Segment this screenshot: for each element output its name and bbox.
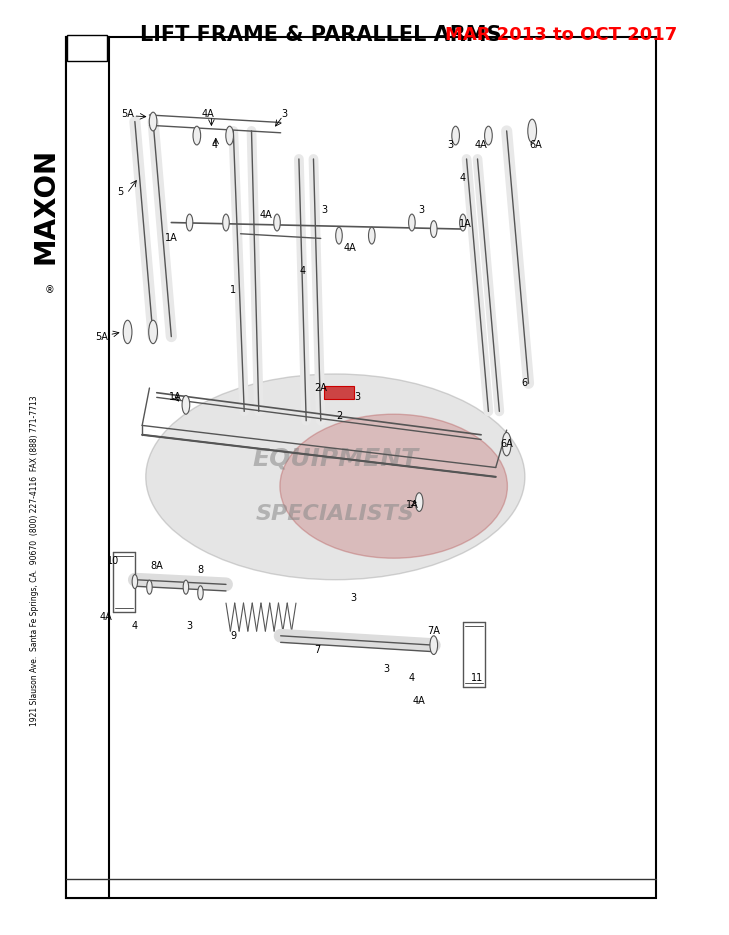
Text: 6A: 6A — [500, 439, 513, 449]
Ellipse shape — [335, 227, 343, 244]
Ellipse shape — [452, 126, 459, 145]
Ellipse shape — [198, 585, 203, 600]
Ellipse shape — [416, 493, 423, 511]
FancyBboxPatch shape — [66, 37, 656, 898]
Text: 7: 7 — [314, 645, 320, 654]
Text: 10: 10 — [107, 556, 119, 566]
Text: 4A: 4A — [475, 140, 488, 150]
Ellipse shape — [183, 580, 189, 595]
Ellipse shape — [149, 112, 157, 131]
Text: 3: 3 — [448, 140, 453, 150]
Text: 5: 5 — [117, 187, 123, 196]
Text: 4: 4 — [300, 266, 305, 276]
Text: 8A: 8A — [150, 561, 163, 570]
Ellipse shape — [187, 214, 192, 231]
Text: 3: 3 — [351, 594, 356, 603]
Text: 2A: 2A — [314, 383, 327, 393]
Text: ®: ® — [44, 285, 55, 295]
FancyBboxPatch shape — [67, 35, 107, 61]
Text: 9: 9 — [230, 631, 236, 640]
FancyBboxPatch shape — [324, 386, 354, 399]
Ellipse shape — [193, 126, 200, 145]
Text: 2: 2 — [336, 411, 342, 421]
Ellipse shape — [123, 320, 132, 343]
Ellipse shape — [146, 374, 525, 580]
Ellipse shape — [502, 432, 511, 455]
Text: MAXON: MAXON — [31, 148, 59, 264]
Ellipse shape — [430, 221, 437, 237]
Text: 3: 3 — [281, 109, 287, 119]
Text: 7A: 7A — [427, 626, 440, 636]
Text: 8: 8 — [198, 566, 203, 575]
Ellipse shape — [528, 119, 537, 143]
Ellipse shape — [273, 214, 280, 231]
Ellipse shape — [459, 214, 467, 231]
Text: 4: 4 — [409, 673, 415, 683]
Text: 4A: 4A — [201, 109, 214, 119]
Text: 4A: 4A — [413, 697, 426, 706]
Text: 3: 3 — [383, 664, 389, 673]
Text: 5A: 5A — [95, 332, 109, 341]
Text: 1A: 1A — [168, 393, 182, 402]
Text: 1: 1 — [230, 285, 236, 295]
Text: 4: 4 — [212, 140, 218, 150]
Text: 3: 3 — [321, 206, 327, 215]
Text: 4A: 4A — [260, 210, 273, 220]
Ellipse shape — [368, 227, 375, 244]
Text: SPECIALISTS: SPECIALISTS — [256, 504, 415, 525]
Ellipse shape — [485, 126, 492, 145]
Ellipse shape — [149, 320, 157, 343]
Ellipse shape — [147, 580, 152, 595]
Text: 1A: 1A — [405, 500, 418, 510]
FancyBboxPatch shape — [66, 37, 109, 898]
Text: 3: 3 — [418, 206, 424, 215]
Ellipse shape — [223, 214, 229, 231]
Text: EQUIPMENT: EQUIPMENT — [252, 446, 418, 470]
Text: 1A: 1A — [165, 234, 178, 243]
Ellipse shape — [182, 396, 190, 414]
Ellipse shape — [226, 126, 233, 145]
Text: 1A: 1A — [459, 220, 472, 229]
Text: 4A: 4A — [99, 612, 112, 622]
Ellipse shape — [280, 414, 507, 558]
Text: MAR 2013 to OCT 2017: MAR 2013 to OCT 2017 — [445, 25, 677, 44]
Text: 1921 Slauson Ave.  Santa Fe Springs, CA.  90670  (800) 227-4116  FAX (888) 771-7: 1921 Slauson Ave. Santa Fe Springs, CA. … — [31, 396, 39, 726]
Ellipse shape — [408, 214, 415, 231]
Ellipse shape — [430, 636, 437, 654]
Text: 11: 11 — [472, 673, 483, 683]
Text: 5A: 5A — [121, 109, 134, 119]
Ellipse shape — [132, 574, 138, 589]
Text: LIFT FRAME & PARALLEL ARMS: LIFT FRAME & PARALLEL ARMS — [140, 24, 502, 45]
Text: 3: 3 — [187, 622, 192, 631]
Text: 3: 3 — [354, 393, 360, 402]
Text: 6: 6 — [522, 379, 528, 388]
Text: 6A: 6A — [529, 140, 542, 150]
Text: 4A: 4A — [343, 243, 356, 252]
Text: 4: 4 — [132, 622, 138, 631]
Text: 4: 4 — [460, 173, 466, 182]
